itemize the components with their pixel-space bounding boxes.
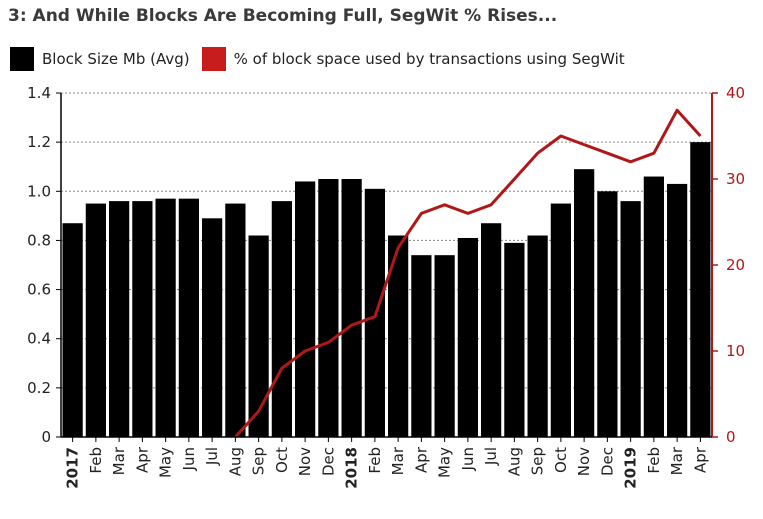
bar bbox=[457, 237, 478, 437]
bar bbox=[109, 201, 130, 437]
bar bbox=[620, 201, 641, 437]
bar bbox=[85, 203, 106, 437]
left-tick-label: 1.4 bbox=[27, 84, 51, 102]
bar bbox=[248, 235, 269, 437]
bar bbox=[295, 181, 316, 437]
bar bbox=[527, 235, 548, 437]
x-tick-label: Apr bbox=[133, 446, 151, 473]
bar bbox=[341, 179, 362, 437]
bar bbox=[504, 242, 525, 437]
legend-label-block-size: Block Size Mb (Avg) bbox=[42, 50, 190, 68]
x-tick-label: 2019 bbox=[622, 447, 640, 489]
bar bbox=[271, 201, 292, 437]
right-tick-label: 10 bbox=[726, 342, 745, 360]
segwit-line bbox=[234, 108, 702, 439]
legend: Block Size Mb (Avg) % of block space use… bbox=[10, 47, 637, 71]
legend-swatch-segwit bbox=[201, 47, 226, 71]
bar bbox=[388, 235, 409, 437]
bar bbox=[643, 176, 664, 438]
x-tick-label: Oct bbox=[273, 447, 291, 473]
x-tick-label: 2018 bbox=[343, 447, 361, 489]
left-tick-label: 0.6 bbox=[27, 281, 51, 299]
right-tick-label: 30 bbox=[726, 170, 745, 188]
bar bbox=[202, 218, 223, 437]
x-tick-label: Nov bbox=[296, 447, 314, 476]
right-tick-label: 40 bbox=[726, 84, 745, 102]
x-tick-label: May bbox=[436, 447, 454, 478]
x-tick-label: Sep bbox=[529, 447, 547, 475]
x-tick-label: Apr bbox=[691, 446, 709, 473]
x-tick-label: Oct bbox=[552, 447, 570, 473]
x-tick-label: Nov bbox=[575, 447, 593, 476]
left-tick-label: 0.8 bbox=[27, 231, 51, 249]
x-tick-label: Dec bbox=[319, 447, 337, 476]
right-tick-label: 0 bbox=[726, 428, 736, 446]
bar bbox=[550, 203, 571, 437]
left-tick-label: 0.2 bbox=[27, 379, 51, 397]
x-tick-label: Apr bbox=[412, 446, 430, 473]
legend-label-segwit: % of block space used by transactions us… bbox=[233, 50, 625, 68]
legend-item-block-size: Block Size Mb (Avg) bbox=[10, 47, 190, 71]
x-tick-label: Sep bbox=[250, 447, 268, 475]
left-tick-label: 1.0 bbox=[27, 182, 51, 200]
x-tick-label: Mar bbox=[110, 446, 128, 475]
bar bbox=[155, 198, 176, 437]
left-tick-label: 1.2 bbox=[27, 133, 51, 151]
bar bbox=[597, 191, 618, 437]
x-tick-label: May bbox=[157, 447, 175, 478]
bar bbox=[481, 223, 502, 437]
x-tick-label: Mar bbox=[668, 446, 686, 475]
bar bbox=[574, 169, 595, 437]
x-tick-label: Jun bbox=[180, 447, 198, 471]
x-tick-label: Feb bbox=[87, 447, 105, 474]
bar bbox=[178, 198, 199, 437]
x-tick-label: 2017 bbox=[64, 447, 82, 489]
right-tick-label: 20 bbox=[726, 256, 745, 274]
x-tick-label: Feb bbox=[645, 447, 663, 474]
chart-title: 3: And While Blocks Are Becoming Full, S… bbox=[8, 6, 558, 26]
bar bbox=[411, 255, 432, 437]
x-tick-label: Jul bbox=[482, 447, 500, 466]
legend-item-segwit: % of block space used by transactions us… bbox=[201, 47, 625, 71]
x-tick-label: Aug bbox=[226, 447, 244, 476]
left-tick-label: 0 bbox=[41, 428, 51, 446]
x-tick-label: Mar bbox=[389, 446, 407, 475]
bar bbox=[225, 203, 246, 437]
bar bbox=[667, 183, 688, 437]
bar bbox=[62, 223, 83, 437]
bar bbox=[434, 255, 455, 437]
bar bbox=[132, 201, 153, 437]
x-tick-label: Dec bbox=[598, 447, 616, 476]
x-tick-label: Jun bbox=[459, 447, 477, 471]
legend-swatch-block-size bbox=[10, 47, 34, 71]
bar bbox=[690, 142, 711, 437]
x-tick-label: Jul bbox=[203, 447, 221, 466]
left-tick-label: 0.4 bbox=[27, 330, 51, 348]
x-tick-label: Feb bbox=[366, 447, 384, 474]
bar bbox=[318, 179, 339, 437]
x-tick-label: Aug bbox=[505, 447, 523, 476]
